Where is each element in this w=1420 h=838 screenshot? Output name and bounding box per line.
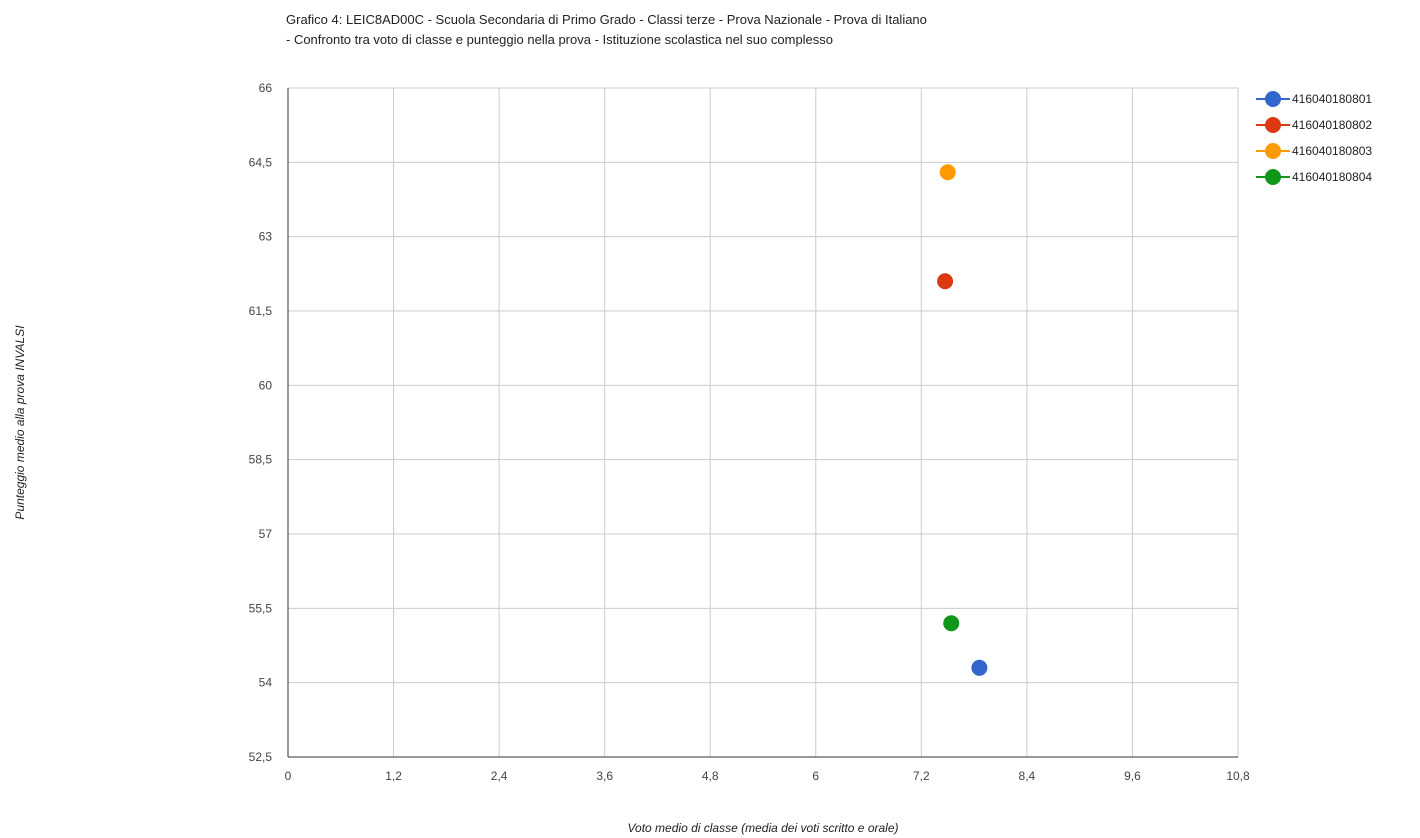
legend-marker	[1256, 141, 1290, 161]
legend-marker	[1256, 167, 1290, 187]
y-axis-title: Punteggio medio alla prova INVALSI	[13, 325, 27, 520]
x-tick-label: 6	[812, 769, 819, 783]
x-tick-label: 0	[285, 769, 292, 783]
y-tick-label: 52,5	[249, 750, 273, 764]
y-tick-label: 58,5	[249, 453, 273, 467]
y-tick-label: 55,5	[249, 601, 273, 615]
x-tick-label: 7,2	[913, 769, 930, 783]
x-tick-label: 2,4	[491, 769, 508, 783]
legend-label: 416040180804	[1292, 170, 1373, 184]
legend-item-416040180804[interactable]: 416040180804	[1256, 164, 1420, 190]
data-point-416040180802[interactable]	[937, 273, 954, 290]
chart-title: Grafico 4: LEIC8AD00C - Scuola Secondari…	[286, 10, 1266, 50]
legend-label: 416040180803	[1292, 144, 1373, 158]
legend-dot	[1265, 169, 1281, 185]
x-tick-label: 1,2	[385, 769, 402, 783]
data-point-416040180803[interactable]	[939, 164, 956, 181]
y-tick-label: 60	[259, 378, 273, 392]
x-tick-label: 10,8	[1226, 769, 1250, 783]
legend-marker	[1256, 115, 1290, 135]
x-axis-title: Voto medio di classe (media dei voti scr…	[627, 821, 898, 835]
y-tick-label: 61,5	[249, 304, 273, 318]
legend-label: 416040180801	[1292, 92, 1373, 106]
x-tick-label: 9,6	[1124, 769, 1141, 783]
legend-item-416040180801[interactable]: 416040180801	[1256, 86, 1420, 112]
x-tick-label: 3,6	[596, 769, 613, 783]
x-tick-label: 4,8	[702, 769, 719, 783]
y-tick-label: 54	[259, 676, 273, 690]
legend-dot	[1265, 91, 1281, 107]
y-tick-label: 57	[259, 527, 273, 541]
chart-title-line-1: Grafico 4: LEIC8AD00C - Scuola Secondari…	[286, 12, 927, 27]
y-tick-label: 64,5	[249, 155, 273, 169]
data-point-416040180801[interactable]	[971, 659, 988, 676]
chart-title-line-2: - Confronto tra voto di classe e puntegg…	[286, 32, 834, 47]
chart-legend: 416040180801 416040180802 416040180803 4160…	[1256, 86, 1420, 190]
legend-marker	[1256, 89, 1290, 109]
legend-item-416040180803[interactable]: 416040180803	[1256, 138, 1420, 164]
data-point-416040180804[interactable]	[943, 615, 960, 632]
legend-dot	[1265, 143, 1281, 159]
y-tick-label: 66	[259, 81, 273, 95]
legend-label: 416040180802	[1292, 118, 1373, 132]
x-tick-label: 8,4	[1019, 769, 1036, 783]
legend-item-416040180802[interactable]: 416040180802	[1256, 112, 1420, 138]
y-tick-label: 63	[259, 230, 273, 244]
legend-dot	[1265, 117, 1281, 133]
